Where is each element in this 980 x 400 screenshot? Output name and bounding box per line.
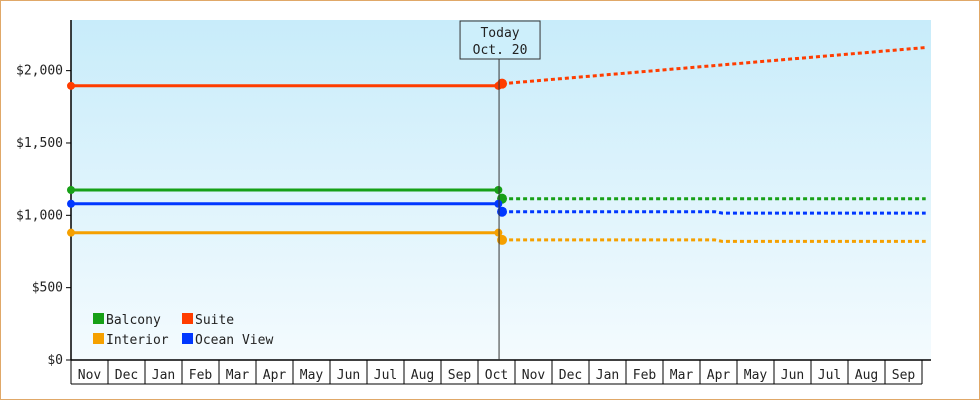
y-axis: $0 $500 $1,000 $1,500 $2,000 — [16, 20, 72, 368]
legend-label: Ocean View — [195, 333, 273, 348]
y-tick-label: $2,000 — [16, 64, 63, 79]
legend-swatch — [93, 313, 104, 324]
x-tick-label: Sep — [448, 368, 472, 383]
legend-label: Suite — [195, 313, 234, 328]
data-point — [67, 228, 75, 237]
x-tick-label: Jan — [152, 368, 175, 383]
y-tick-label: $1,000 — [16, 208, 63, 223]
series-forecast-line — [502, 238, 926, 243]
x-tick-label: Mar — [670, 368, 694, 383]
x-tick-label: May — [300, 368, 324, 383]
x-tick-label: Nov — [522, 368, 546, 383]
today-label-box — [459, 20, 541, 60]
x-tick-label: Mar — [226, 368, 250, 383]
x-tick-label: Jun — [337, 368, 360, 383]
x-tick-label: Dec — [115, 368, 138, 383]
legend-item: Balcony — [93, 313, 161, 328]
x-tick-label: Dec — [559, 368, 582, 383]
legend-swatch — [93, 333, 104, 344]
data-point — [494, 186, 503, 194]
legend-item: Suite — [182, 313, 234, 328]
x-tick-label: Apr — [263, 368, 287, 383]
x-tick-label: Feb — [189, 368, 213, 383]
today-marker: Today Oct. 20 — [459, 20, 541, 360]
legend-label: Balcony — [106, 313, 161, 328]
x-tick-label: Feb — [633, 368, 657, 383]
x-tick-label: Oct — [485, 368, 508, 383]
legend: Balcony Suite Interior Ocean View — [93, 313, 273, 348]
x-tick-label: Sep — [892, 368, 916, 383]
y-tick-label: $1,500 — [16, 136, 63, 151]
legend-label: Interior — [106, 333, 169, 348]
x-tick-label: Aug — [411, 368, 434, 383]
x-tick-label: May — [744, 368, 768, 383]
x-tick-label: Jul — [818, 368, 841, 383]
x-axis: Nov Dec Jan Feb Mar Apr May Jun Jul Aug Sep Oct Nov D… — [70, 359, 931, 385]
x-tick-label: Jun — [781, 368, 804, 383]
today-date: Oct. 20 — [473, 43, 528, 58]
series-forecast-line — [502, 210, 926, 215]
x-tick-label: Apr — [707, 368, 731, 383]
x-tick-label: Aug — [855, 368, 878, 383]
y-tick-label: $0 — [47, 353, 63, 368]
data-point — [494, 199, 503, 208]
series-forecast-line — [501, 46, 926, 86]
legend-swatch — [182, 313, 193, 324]
legend-item: Interior — [93, 333, 169, 348]
data-point — [494, 228, 503, 237]
x-tick-label: Jan — [596, 368, 619, 383]
series-layer — [67, 46, 926, 245]
legend-swatch — [182, 333, 193, 344]
data-point — [67, 81, 75, 90]
today-label: Today — [480, 26, 519, 41]
x-tick-label: Jul — [374, 368, 397, 383]
data-point — [67, 186, 75, 194]
y-tick-label: $500 — [32, 281, 63, 296]
legend-item: Ocean View — [182, 333, 273, 348]
x-tick-label: Nov — [78, 368, 102, 383]
data-point — [67, 199, 75, 208]
